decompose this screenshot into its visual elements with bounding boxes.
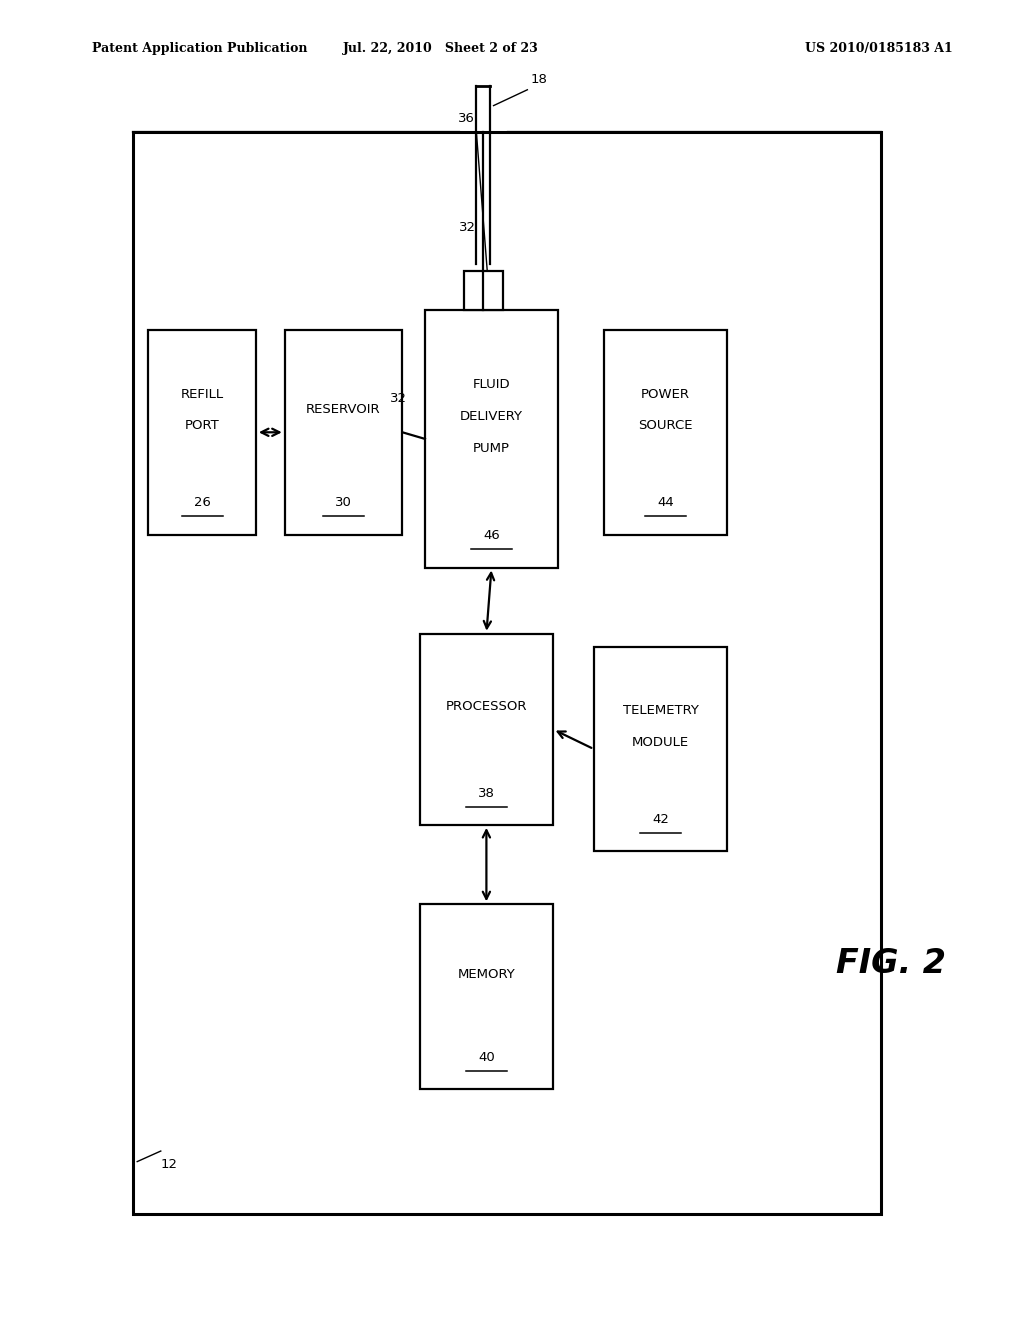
Bar	[133, 132, 881, 1214]
Text: 46: 46	[483, 529, 500, 543]
Bar	[420, 904, 553, 1089]
Text: Patent Application Publication: Patent Application Publication	[92, 42, 307, 55]
Text: POWER: POWER	[641, 388, 690, 400]
Text: DELIVERY: DELIVERY	[460, 411, 523, 422]
Text: 30: 30	[335, 496, 352, 510]
Text: SOURCE: SOURCE	[638, 420, 693, 432]
Text: 32: 32	[389, 392, 407, 405]
Text: FLUID: FLUID	[473, 379, 510, 391]
Text: TELEMETRY: TELEMETRY	[623, 705, 698, 717]
Text: REFILL: REFILL	[180, 388, 224, 400]
Text: 26: 26	[194, 496, 211, 510]
Text: 38: 38	[478, 787, 495, 800]
Text: PUMP: PUMP	[473, 442, 510, 454]
Text: PROCESSOR: PROCESSOR	[445, 701, 527, 713]
Text: MODULE: MODULE	[632, 737, 689, 748]
Text: US 2010/0185183 A1: US 2010/0185183 A1	[805, 42, 952, 55]
Text: 44: 44	[657, 496, 674, 510]
Text: RESERVOIR: RESERVOIR	[306, 404, 381, 416]
Text: Jul. 22, 2010   Sheet 2 of 23: Jul. 22, 2010 Sheet 2 of 23	[342, 42, 539, 55]
Text: 42: 42	[652, 813, 669, 826]
Bar	[148, 330, 256, 535]
Text: 36: 36	[458, 112, 474, 125]
Bar	[464, 271, 503, 310]
Bar	[285, 330, 402, 535]
Bar	[425, 310, 558, 568]
Text: PORT: PORT	[185, 420, 219, 432]
Text: MEMORY: MEMORY	[458, 968, 515, 981]
Text: FIG. 2: FIG. 2	[836, 948, 946, 979]
Text: 32: 32	[459, 220, 476, 234]
Bar	[420, 634, 553, 825]
Text: 18: 18	[530, 73, 547, 86]
Text: 12: 12	[161, 1158, 178, 1171]
Text: 40: 40	[478, 1051, 495, 1064]
Bar	[604, 330, 727, 535]
Bar	[594, 647, 727, 851]
